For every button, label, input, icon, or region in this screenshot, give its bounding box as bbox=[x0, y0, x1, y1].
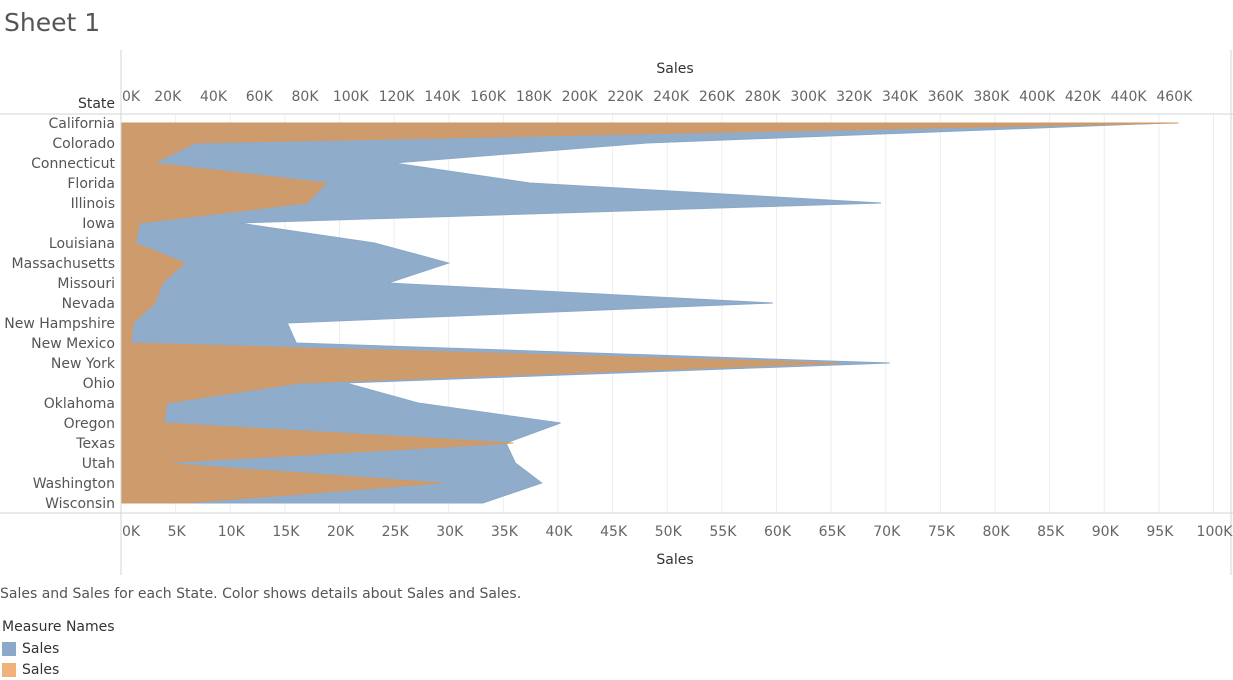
top-tick-label: 380K bbox=[973, 89, 1010, 105]
legend-swatch bbox=[2, 641, 16, 656]
bottom-tick-label: 70K bbox=[873, 524, 901, 540]
top-tick-label: 180K bbox=[516, 89, 553, 105]
bottom-tick-label: 60K bbox=[764, 524, 792, 540]
top-axis-ticks: 0K 20K 40K 60K 80K 100K 120K 140K 160K 180K 200K 22… bbox=[122, 89, 1193, 105]
top-tick-label: 220K bbox=[607, 89, 644, 105]
state-label: Missouri bbox=[57, 276, 115, 292]
chart-areas bbox=[120, 122, 1179, 504]
top-tick-label: 20K bbox=[154, 89, 182, 105]
top-tick-label: 340K bbox=[882, 89, 919, 105]
top-tick-label: 300K bbox=[790, 89, 827, 105]
row-header-state: State bbox=[78, 96, 115, 112]
bottom-tick-label: 30K bbox=[436, 524, 464, 540]
top-tick-label: 280K bbox=[745, 89, 782, 105]
state-label: Louisiana bbox=[49, 236, 115, 252]
top-tick-label: 440K bbox=[1111, 89, 1148, 105]
bottom-tick-label: 15K bbox=[272, 524, 300, 540]
bottom-tick-label: 100K bbox=[1197, 524, 1233, 540]
bottom-tick-label: 35K bbox=[491, 524, 519, 540]
state-label: Nevada bbox=[62, 296, 115, 312]
top-tick-label: 400K bbox=[1019, 89, 1056, 105]
state-label: Wisconsin bbox=[45, 496, 115, 512]
top-axis-title: Sales bbox=[656, 61, 693, 77]
state-label: Texas bbox=[75, 436, 115, 452]
state-label: Iowa bbox=[82, 216, 115, 232]
chart-caption: Sales and Sales for each State. Color sh… bbox=[0, 586, 522, 602]
top-tick-label: 120K bbox=[379, 89, 416, 105]
top-tick-label: 320K bbox=[836, 89, 873, 105]
state-label: Utah bbox=[82, 456, 115, 472]
bottom-tick-label: 25K bbox=[382, 524, 410, 540]
bottom-tick-label: 95K bbox=[1146, 524, 1174, 540]
top-tick-label: 420K bbox=[1065, 89, 1102, 105]
top-tick-label: 100K bbox=[333, 89, 370, 105]
state-label: Massachusetts bbox=[12, 256, 115, 272]
top-tick-label: 40K bbox=[200, 89, 228, 105]
bottom-tick-label: 40K bbox=[546, 524, 574, 540]
state-label: Connecticut bbox=[31, 156, 115, 172]
state-label: Oklahoma bbox=[44, 396, 115, 412]
state-label: New Hampshire bbox=[4, 316, 115, 332]
bottom-tick-label: 10K bbox=[218, 524, 246, 540]
bottom-tick-label: 0K bbox=[122, 524, 141, 540]
top-tick-label: 140K bbox=[424, 89, 461, 105]
bottom-tick-label: 80K bbox=[983, 524, 1011, 540]
legend: Measure Names Sales Sales bbox=[2, 619, 115, 680]
top-tick-label: 160K bbox=[470, 89, 507, 105]
bottom-axis-title: Sales bbox=[656, 552, 693, 568]
sheet-title: Sheet 1 bbox=[4, 8, 101, 37]
state-labels: California Colorado Connecticut Florida Illi… bbox=[4, 116, 116, 512]
bottom-tick-label: 50K bbox=[655, 524, 683, 540]
legend-item[interactable]: Sales bbox=[2, 638, 115, 659]
bottom-tick-label: 55K bbox=[709, 524, 737, 540]
state-label: Florida bbox=[67, 176, 115, 192]
bottom-tick-label: 5K bbox=[168, 524, 187, 540]
bottom-tick-label: 65K bbox=[819, 524, 847, 540]
bottom-tick-label: 20K bbox=[327, 524, 355, 540]
state-label: Colorado bbox=[52, 136, 115, 152]
state-label: New Mexico bbox=[31, 336, 115, 352]
bottom-tick-label: 45K bbox=[600, 524, 628, 540]
state-label: Illinois bbox=[71, 196, 115, 212]
legend-label: Sales bbox=[22, 661, 60, 678]
top-tick-label: 360K bbox=[928, 89, 965, 105]
legend-item[interactable]: Sales bbox=[2, 659, 115, 680]
bottom-tick-label: 90K bbox=[1092, 524, 1120, 540]
state-label: Ohio bbox=[83, 376, 115, 392]
chart-frame bbox=[0, 50, 1233, 575]
legend-label: Sales bbox=[22, 640, 60, 657]
top-tick-label: 460K bbox=[1156, 89, 1193, 105]
state-label: Washington bbox=[33, 476, 115, 492]
bottom-axis-ticks: 0K 5K 10K 15K 20K 25K 30K 35K 40K 45K 50K 55K 60K 65K… bbox=[122, 524, 1233, 540]
top-tick-label: 0K bbox=[122, 89, 141, 105]
bottom-tick-label: 75K bbox=[928, 524, 956, 540]
series-area bbox=[120, 122, 1179, 504]
top-tick-label: 240K bbox=[653, 89, 690, 105]
top-tick-label: 80K bbox=[292, 89, 320, 105]
top-tick-label: 60K bbox=[246, 89, 274, 105]
area-chart: State Sales Sales 0K 20K 40K 60K 80K 100K 120K… bbox=[0, 50, 1233, 575]
legend-swatch bbox=[2, 662, 16, 677]
legend-title: Measure Names bbox=[2, 619, 115, 635]
state-label: Oregon bbox=[64, 416, 115, 432]
top-tick-label: 260K bbox=[699, 89, 736, 105]
state-label: California bbox=[49, 116, 115, 132]
state-label: New York bbox=[51, 356, 116, 372]
bottom-tick-label: 85K bbox=[1037, 524, 1065, 540]
top-tick-label: 200K bbox=[562, 89, 599, 105]
series-area bbox=[120, 122, 1169, 504]
